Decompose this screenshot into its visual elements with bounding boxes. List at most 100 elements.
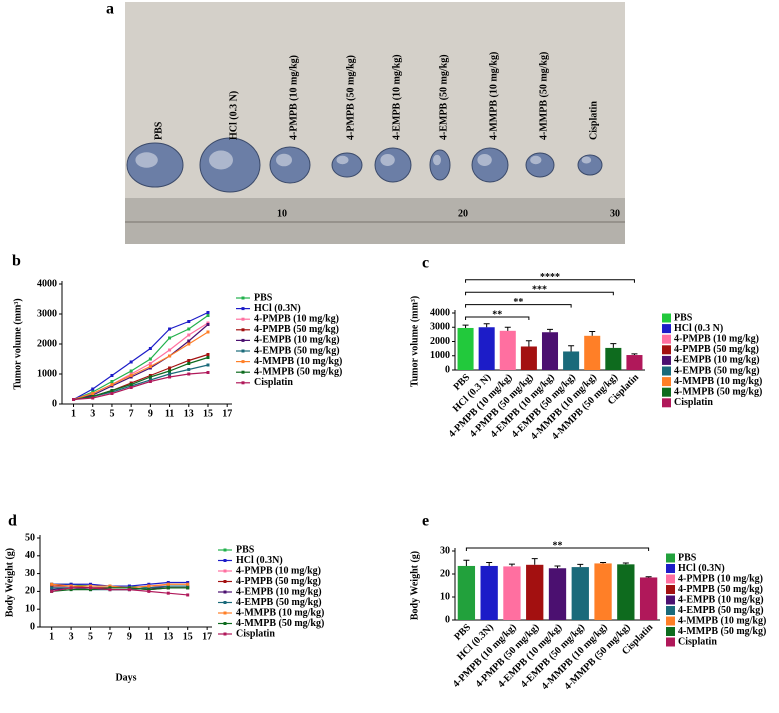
point <box>166 591 170 595</box>
legend-label: 4-MMPB (10 mg/kg) <box>678 615 766 626</box>
legend-label: Cisplatin <box>236 628 275 639</box>
legend-label: Cisplatin <box>674 397 713 408</box>
tumor-highlight <box>581 156 592 164</box>
bar <box>520 346 537 370</box>
error-bar <box>610 343 617 348</box>
point <box>187 320 191 323</box>
point <box>206 323 210 326</box>
error-bar <box>589 331 596 336</box>
series-line <box>51 587 188 592</box>
x-tick-label: 13 <box>163 631 173 642</box>
tumor-highlight <box>530 155 542 165</box>
error-bar <box>622 562 629 565</box>
legend-label: 4-PMPB (10 mg/kg) <box>674 333 759 344</box>
legend-label: 4-MMPB (50 mg/kg) <box>678 626 766 637</box>
bar <box>548 568 567 620</box>
point <box>147 584 151 588</box>
legend-label: 4-PMPB (50 mg/kg) <box>674 344 759 355</box>
significance-label: *** <box>532 284 547 295</box>
significance-bracket <box>465 547 650 551</box>
x-tick-label: 1 <box>71 408 76 419</box>
point <box>91 396 95 400</box>
series-line <box>73 356 209 401</box>
tumor <box>331 152 363 178</box>
point <box>50 589 54 593</box>
point <box>129 383 133 386</box>
point <box>148 347 152 350</box>
legend-swatch <box>662 377 671 387</box>
series-line <box>51 587 188 596</box>
x-tick-label: 3 <box>90 408 95 419</box>
photo <box>125 2 625 244</box>
tumor <box>471 147 509 183</box>
point <box>129 360 133 364</box>
sample-label: HCl (0.3 N) <box>228 91 239 140</box>
error-bar <box>508 563 515 567</box>
bar <box>499 330 516 370</box>
point <box>186 593 190 597</box>
series-line <box>51 581 188 587</box>
bar <box>526 564 544 620</box>
legend-label: HCl (0.3 N) <box>674 323 723 334</box>
error-bar <box>531 558 538 565</box>
point <box>148 375 152 379</box>
legend-label: 4-MMPB (10 mg/kg) <box>236 607 324 618</box>
error-bar <box>577 563 584 568</box>
point <box>89 584 93 588</box>
point <box>187 362 191 365</box>
error-bar <box>600 562 607 564</box>
point <box>148 365 152 368</box>
significance-bracket <box>465 304 572 308</box>
legend-swatch <box>662 334 671 344</box>
bar <box>639 577 658 620</box>
point <box>186 584 190 588</box>
point <box>69 588 73 592</box>
point <box>91 392 95 395</box>
point <box>89 586 93 590</box>
point <box>147 588 151 592</box>
point <box>206 371 210 374</box>
bar <box>571 567 589 620</box>
legend-label: 4-EMPB (10 mg/kg) <box>236 586 322 597</box>
x-tick-label: 9 <box>148 408 153 419</box>
significance-label: **** <box>540 272 560 283</box>
legend-marker <box>241 349 245 353</box>
tumor-highlight <box>135 152 158 168</box>
legend-marker <box>241 328 245 332</box>
legend-label: 4-MMPB (50 mg/kg) <box>236 618 324 629</box>
legend-label: 4-PMPB (50 mg/kg) <box>236 576 321 587</box>
x-tick-label: 1 <box>49 631 54 642</box>
point <box>147 589 151 593</box>
sample-label: 4-EMPB (10 mg/kg) <box>391 54 402 140</box>
legend-swatch <box>662 313 671 323</box>
point <box>108 584 112 588</box>
tumor-highlight <box>433 154 441 166</box>
y-axis-label: Body Weight (g) <box>409 551 420 620</box>
legend-label: HCl (0.3N) <box>236 555 283 566</box>
legend-swatch <box>666 574 675 584</box>
y-tick-label: 0 <box>30 621 35 632</box>
legend-label: 4-MMPB (50 mg/kg) <box>254 366 342 377</box>
point <box>186 586 190 590</box>
point <box>147 586 151 590</box>
legend-label: 4-MMPB (10 mg/kg) <box>674 376 762 387</box>
point <box>187 327 191 331</box>
significance-bracket <box>465 279 635 283</box>
series-line <box>51 583 188 589</box>
ruler-label: 20 <box>458 208 468 219</box>
legend-label: 4-MMPB (10 mg/kg) <box>254 356 342 367</box>
legend-label: Cisplatin <box>678 636 717 647</box>
x-tick-label: 13 <box>184 408 194 419</box>
significance-bracket <box>465 291 614 296</box>
y-tick-label: 50 <box>25 532 35 543</box>
x-tick-label: 7 <box>129 408 134 419</box>
error-bar <box>463 559 470 566</box>
point <box>147 582 151 586</box>
point <box>206 363 210 367</box>
y-tick-label: 4000 <box>430 307 450 318</box>
significance-label: ** <box>513 297 523 308</box>
legend-swatch <box>666 627 675 636</box>
point <box>168 327 172 331</box>
tumor <box>429 149 451 181</box>
y-tick-label: 0 <box>445 364 450 375</box>
